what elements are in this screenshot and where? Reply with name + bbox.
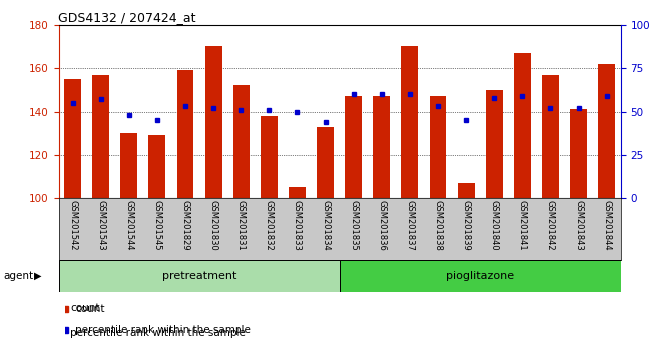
Bar [261,116,278,198]
Bar [514,53,531,198]
Text: GSM201830: GSM201830 [209,200,218,251]
Bar [373,96,390,198]
Bar [458,183,474,198]
Bar [233,85,250,198]
Text: percentile rank within the sample: percentile rank within the sample [70,328,246,338]
Bar [402,46,419,198]
Bar [120,133,137,198]
Bar [339,260,621,292]
Text: GSM201838: GSM201838 [434,200,443,251]
Text: GSM201829: GSM201829 [181,200,190,251]
Text: GSM201831: GSM201831 [237,200,246,251]
Text: pretreatment: pretreatment [162,271,236,281]
Text: GDS4132 / 207424_at: GDS4132 / 207424_at [58,11,196,24]
Text: GSM201839: GSM201839 [462,200,471,251]
Bar [486,90,502,198]
Text: count: count [75,304,105,314]
Bar [289,187,306,198]
Text: GSM201840: GSM201840 [489,200,499,251]
Text: GSM201841: GSM201841 [518,200,527,251]
Bar [58,260,339,292]
Text: GSM201832: GSM201832 [265,200,274,251]
Text: GSM201842: GSM201842 [546,200,555,251]
Text: GSM201833: GSM201833 [293,200,302,251]
Text: count: count [70,303,99,313]
Text: ▶: ▶ [34,271,42,281]
Text: GSM201835: GSM201835 [349,200,358,251]
Bar [598,64,615,198]
Text: GSM201836: GSM201836 [377,200,386,251]
Text: GSM201844: GSM201844 [602,200,611,251]
Bar [148,135,165,198]
Text: GSM201543: GSM201543 [96,200,105,251]
Text: GSM201544: GSM201544 [124,200,133,251]
Text: GSM201545: GSM201545 [152,200,161,251]
Bar [430,96,447,198]
Bar [64,79,81,198]
Text: pioglitazone: pioglitazone [446,271,514,281]
Text: GSM201834: GSM201834 [321,200,330,251]
Text: GSM201843: GSM201843 [574,200,583,251]
Text: agent: agent [3,271,33,281]
Bar [205,46,222,198]
Bar [345,96,362,198]
Text: percentile rank within the sample: percentile rank within the sample [75,325,252,336]
Text: GSM201542: GSM201542 [68,200,77,251]
Bar [570,109,587,198]
Bar [317,127,334,198]
Bar [92,75,109,198]
Bar [542,75,559,198]
Text: GSM201837: GSM201837 [406,200,415,251]
Bar [177,70,194,198]
